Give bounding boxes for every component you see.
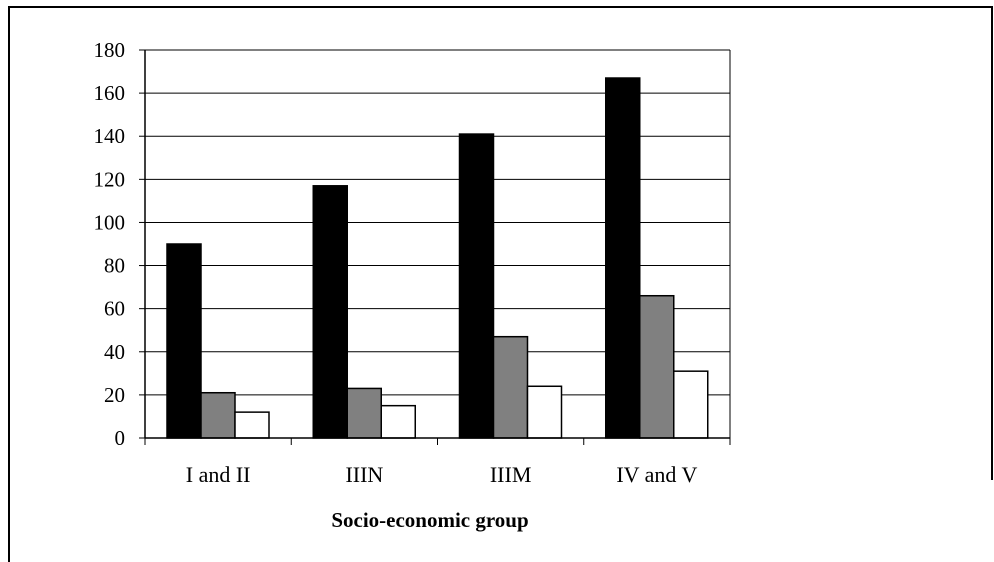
- y-tick-label: 100: [94, 210, 126, 234]
- x-category-label: IV and V: [616, 462, 697, 487]
- bar: [458, 133, 495, 439]
- x-category-label: I and II: [186, 462, 251, 487]
- bar: [234, 411, 270, 439]
- bar: [346, 387, 382, 439]
- y-tick-label: 140: [94, 124, 126, 148]
- bar: [312, 185, 348, 439]
- bar: [605, 77, 641, 439]
- bar: [526, 385, 563, 439]
- y-tick-label: 120: [94, 167, 126, 191]
- y-tick-label: 60: [104, 297, 125, 321]
- x-category-labels: I and II IIIN IIIM IV and V: [186, 462, 698, 487]
- x-category-label: IIIN: [345, 462, 383, 487]
- bar: [380, 404, 416, 439]
- bar-group: [166, 77, 709, 439]
- y-tick-label: 80: [104, 254, 125, 278]
- bar: [200, 391, 236, 439]
- x-axis-title: Socio-economic group: [331, 508, 528, 532]
- y-tick-labels: 0 20 40 60 80 100 120 140 160 180: [94, 38, 126, 450]
- y-tick-label: 180: [94, 38, 126, 62]
- x-category-label: IIIM: [490, 462, 532, 487]
- y-tick-label: 0: [115, 426, 126, 450]
- bar: [639, 294, 675, 439]
- y-tick-label: 160: [94, 81, 126, 105]
- bar: [492, 335, 529, 439]
- y-tick-label: 20: [104, 383, 125, 407]
- y-tick-label: 40: [104, 340, 125, 364]
- axes: [139, 49, 731, 445]
- bar: [166, 243, 202, 439]
- bar: [673, 370, 709, 439]
